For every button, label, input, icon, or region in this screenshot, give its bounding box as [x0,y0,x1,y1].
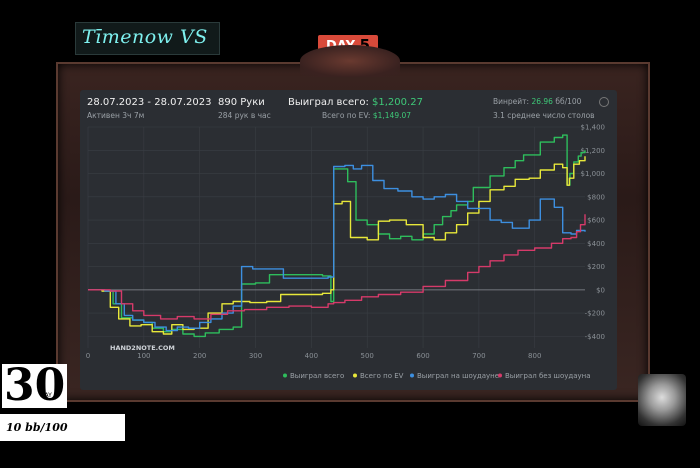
winrate-value: 26.96 [531,97,553,106]
y-tick-label: $800 [587,193,605,201]
won-label: Выиграл всего: [288,97,369,108]
series-line [88,214,586,320]
legend-swatch [283,373,287,378]
x-tick-label: 800 [528,352,541,360]
winrate-label: Винрейт: [493,97,530,106]
gear-icon[interactable] [599,97,609,107]
ev-total: Всего по EV: $1,149.07 [322,111,411,120]
legend-label: Всего по EV [360,372,404,380]
series-line [88,134,586,338]
x-tick-label: 500 [361,352,374,360]
brand-title: Tīmenow VS [82,26,208,48]
y-tick-label: $1,200 [581,147,606,155]
x-tick-label: 700 [472,352,485,360]
x-tick-label: 300 [249,352,262,360]
challenge-caption: 10 bb/100 challenge [0,414,125,461]
y-tick-label: $400 [587,240,605,248]
brand-logo-box: Tīmenow VS [75,22,220,55]
watermark-label: HAND2NOTE.COM [110,344,175,352]
ev-label: Всего по EV: [322,111,371,120]
x-tick-label: 600 [416,352,429,360]
frame-crest-ornament [300,45,400,77]
x-tick-label: 0 [86,352,90,360]
graph-panel [80,90,617,390]
avg-tables: 3.1 среднее число столов [493,111,595,120]
x-tick-label: 400 [305,352,318,360]
challenge-day-label: DAY [40,392,52,399]
legend-swatch [353,373,357,378]
y-tick-label: $1,400 [581,124,606,132]
ev-value: $1,149.07 [372,111,412,120]
legend-swatch [498,373,502,378]
active-time: Активен 3ч 7м [87,111,145,120]
series-line [88,156,586,335]
y-tick-label: -$200 [585,310,605,318]
x-tick-label: 200 [193,352,206,360]
y-tick-label: $0 [596,286,605,294]
y-tick-label: $600 [587,217,605,225]
y-tick-label: -$400 [585,333,605,341]
winrate: Винрейт: 26.96 бб/100 [493,97,581,106]
avatar [638,374,686,426]
hands-count: 890 Руки [218,97,265,108]
bankroll-line-chart: 0 100 200 300 400 500 600 700 800 -$400 -$200 $0 $20… [86,124,606,381]
date-range: 28.07.2023 - 28.07.2023 [87,97,212,108]
series-line [88,164,586,332]
winrate-unit: бб/100 [555,97,582,106]
y-tick-label: $1,000 [581,170,606,178]
legend-label: Выиграл всего [290,372,344,380]
hands-rate: 284 рук в час [218,111,271,120]
legend-label: Выиграл на шоудауне [417,372,499,380]
won-value: $1,200.27 [372,97,423,108]
legend-label: Выиграл без шоудауна [505,372,591,380]
legend-swatch [410,373,414,378]
x-tick-label: 100 [137,352,150,360]
challenge-day-number: 30 [2,360,68,411]
won-total: Выиграл всего: $1,200.27 [288,97,423,108]
y-tick-label: $200 [587,263,605,271]
